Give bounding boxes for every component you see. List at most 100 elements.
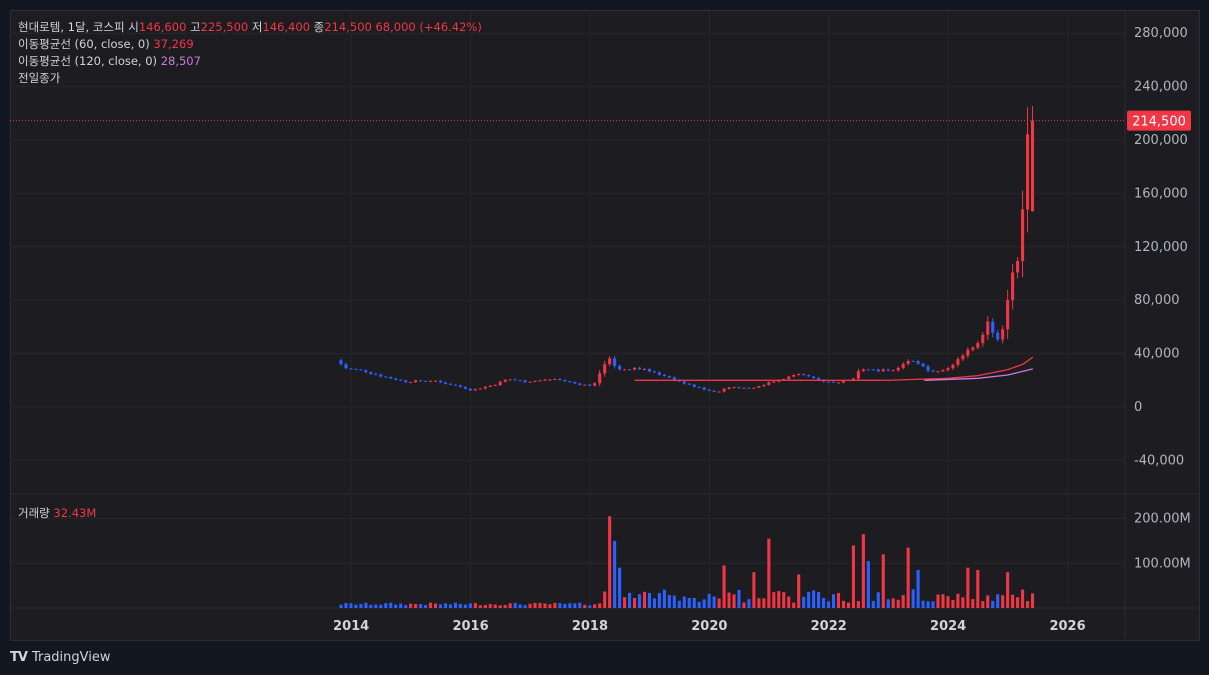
last-price-marker: 214,500 xyxy=(10,110,1191,131)
volume-bar xyxy=(906,547,910,608)
candle-body xyxy=(881,369,885,372)
candle-body xyxy=(652,371,656,373)
candle-body xyxy=(737,387,741,389)
candle-body xyxy=(528,381,532,383)
volume-bar xyxy=(548,604,552,608)
candle-body xyxy=(941,370,945,372)
volume-bar xyxy=(528,603,532,608)
candle-body xyxy=(344,364,348,369)
candle-body xyxy=(772,381,776,383)
candle-body xyxy=(742,387,746,389)
volume-bar xyxy=(762,598,766,608)
volume-bar xyxy=(797,574,801,608)
price-tick-label: 80,000 xyxy=(1134,293,1180,308)
candle-body xyxy=(702,387,706,390)
candle-body xyxy=(886,369,890,371)
candle-body xyxy=(1030,120,1035,212)
volume-bar xyxy=(707,593,711,608)
candle-body xyxy=(916,361,920,364)
volume-bar xyxy=(503,605,507,608)
volume-bar xyxy=(443,603,448,608)
ma120-value: 28,507 xyxy=(160,54,201,68)
volume-bar xyxy=(831,594,836,608)
candle-body xyxy=(533,380,537,382)
candle-body xyxy=(697,386,701,388)
volume-bar xyxy=(851,545,855,608)
volume-bar xyxy=(956,593,960,608)
volume-bar xyxy=(916,569,920,608)
volume-bar xyxy=(846,602,850,608)
volume-bar xyxy=(822,597,826,608)
volume-bar xyxy=(871,600,875,608)
volume-bar xyxy=(379,604,383,608)
time-tick-label: 2014 xyxy=(333,619,369,634)
volume-bar xyxy=(359,604,363,608)
volume-bar xyxy=(1021,589,1025,608)
candle-body xyxy=(956,359,960,365)
volume-legend[interactable]: 거래량 32.43M xyxy=(18,505,96,521)
volume-bar xyxy=(632,597,637,608)
candle-body xyxy=(409,382,413,384)
candle-body xyxy=(861,369,865,372)
price-tick-label: 120,000 xyxy=(1134,240,1188,255)
candle-body xyxy=(578,383,582,385)
volume-bar xyxy=(996,594,1000,608)
prev-close-legend[interactable]: 전일종가 xyxy=(18,70,60,86)
candle-body xyxy=(513,379,517,381)
volume-bar xyxy=(628,592,632,608)
volume-bar xyxy=(976,569,980,608)
volume-bar xyxy=(911,589,915,608)
volume-axis: 100.00M 200.00M xyxy=(1134,512,1191,572)
candle-body xyxy=(568,381,572,383)
price-tick-label: 200,000 xyxy=(1134,133,1188,148)
candle-body xyxy=(404,380,408,383)
candle-body xyxy=(906,361,910,364)
volume-bar xyxy=(662,589,666,608)
candle-body xyxy=(722,388,726,392)
volume-bar xyxy=(926,601,930,608)
volume-bar xyxy=(876,592,880,608)
ma60-legend[interactable]: 이동평균선 (60, close, 0) 37,269 xyxy=(18,36,194,52)
candle-body xyxy=(399,379,403,381)
volume-bar xyxy=(404,605,408,608)
high-label: 고 xyxy=(190,20,201,34)
volume-bar xyxy=(468,603,472,608)
volume-bar xyxy=(961,597,965,608)
candle-body xyxy=(777,380,781,382)
candle-body xyxy=(966,349,970,356)
candle-body xyxy=(692,384,696,387)
volume-bar xyxy=(747,599,751,608)
volume-bar xyxy=(841,600,846,608)
prev-close-label: 전일종가 xyxy=(18,71,61,85)
volume-bar xyxy=(1006,572,1010,608)
candle-body xyxy=(384,376,388,378)
price-tick-label: -40,000 xyxy=(1134,453,1184,468)
volume-bar xyxy=(354,604,358,608)
candle-body xyxy=(767,382,771,385)
volume-bar xyxy=(941,594,945,608)
volume-tick-label: 100.00M xyxy=(1134,556,1191,571)
volume-bar xyxy=(836,592,841,608)
volume-bar xyxy=(787,596,791,608)
candle-body xyxy=(687,383,691,385)
candle-body xyxy=(538,380,542,382)
candle-body xyxy=(662,374,666,377)
ma120-legend[interactable]: 이동평균선 (120, close, 0) 28,507 xyxy=(18,53,201,69)
volume-bar xyxy=(419,604,423,608)
volume-bar xyxy=(667,595,671,608)
candle-body xyxy=(339,360,343,365)
ma60-line xyxy=(634,356,1034,381)
volume-bar xyxy=(886,599,890,608)
candle-body xyxy=(871,369,875,371)
volume-bar xyxy=(478,605,482,608)
volume-bar xyxy=(608,516,612,608)
candle-body xyxy=(608,358,612,365)
brand[interactable]: TV TradingView xyxy=(10,650,110,665)
volume-value: 32.43M xyxy=(53,506,97,520)
price-tick-label: 0 xyxy=(1134,400,1142,415)
symbol-label[interactable]: 현대로템, 1달, 코스피 xyxy=(18,20,125,34)
volume-bar xyxy=(538,602,542,608)
brand-name: TradingView xyxy=(31,650,111,665)
